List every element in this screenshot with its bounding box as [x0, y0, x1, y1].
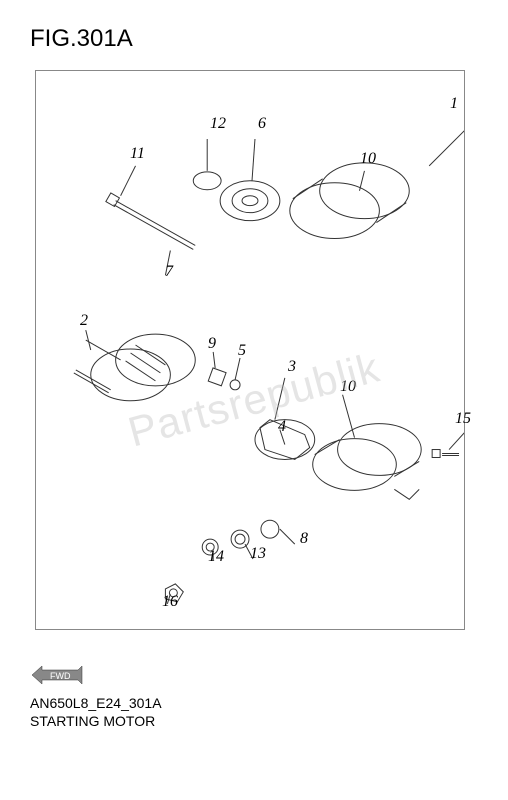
callout-8: 8 — [300, 530, 308, 548]
part-name: STARTING MOTOR — [30, 712, 162, 730]
callout-16: 16 — [162, 593, 178, 611]
callout-15: 15 — [455, 410, 471, 428]
callout-1: 1 — [450, 95, 458, 113]
fwd-label: FWD — [50, 671, 71, 681]
fwd-direction-indicator: FWD — [30, 663, 80, 685]
callout-4: 4 — [278, 418, 286, 436]
callout-14: 14 — [208, 548, 224, 566]
callout-2: 2 — [80, 312, 88, 330]
callout-10a: 10 — [360, 150, 376, 168]
callout-3: 3 — [288, 358, 296, 376]
model-code: AN650L8_E24_301A — [30, 694, 162, 712]
callout-10b: 10 — [340, 378, 356, 396]
callout-6: 6 — [258, 115, 266, 133]
callout-13: 13 — [250, 545, 266, 563]
callout-5: 5 — [238, 342, 246, 360]
callout-12: 12 — [210, 115, 226, 133]
callout-7: 7 — [165, 263, 173, 281]
callout-11: 11 — [130, 145, 145, 163]
figure-title: FIG.301A — [30, 25, 133, 53]
callout-9: 9 — [208, 335, 216, 353]
model-info: AN650L8_E24_301A STARTING MOTOR — [30, 694, 162, 730]
